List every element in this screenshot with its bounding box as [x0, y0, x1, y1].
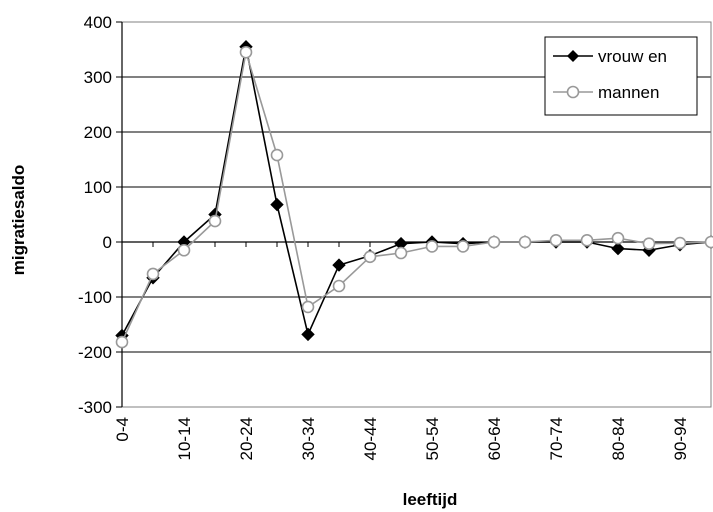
legend: vrouw en mannen [544, 36, 698, 116]
data-point [332, 258, 346, 272]
data-point [425, 240, 439, 253]
x-axis-title: leeftijd [403, 490, 458, 509]
y-tick-label: 300 [84, 68, 112, 87]
y-tick-label: 100 [84, 178, 112, 197]
data-point [301, 327, 315, 342]
x-tick-label: 20-24 [237, 417, 256, 460]
data-point [518, 235, 532, 249]
series-layer [115, 40, 713, 349]
data-point [394, 246, 408, 260]
y-tick-label: -200 [78, 343, 112, 362]
x-tick-label: 80-84 [609, 417, 628, 460]
data-point [146, 267, 160, 281]
data-point [456, 240, 470, 253]
data-point [704, 235, 713, 249]
x-tick-label: 30-34 [299, 417, 318, 460]
x-tick-label: 10-14 [175, 417, 194, 460]
data-point [487, 235, 501, 249]
x-tick-label: 40-44 [361, 417, 380, 460]
y-tick-labels: -300 -200 -100 0 100 200 300 400 [78, 13, 112, 417]
data-point [642, 237, 656, 250]
data-point [611, 231, 625, 245]
data-point [363, 250, 377, 264]
data-point [611, 241, 625, 256]
x-tick-label: 50-54 [423, 417, 442, 460]
y-tick-label: 200 [84, 123, 112, 142]
data-point [332, 279, 346, 293]
series-1 [115, 45, 713, 349]
legend-marker [567, 50, 579, 62]
data-point [270, 197, 284, 212]
data-point [301, 300, 315, 314]
data-point [580, 234, 594, 247]
y-tick-label: 400 [84, 13, 112, 32]
x-tick-label: 60-64 [485, 417, 504, 460]
data-point [270, 148, 284, 162]
x-tick-label: 90-94 [671, 417, 690, 460]
legend-marker [566, 85, 580, 99]
x-tick-labels: 0-4 10-14 20-24 30-34 40-44 50-54 60-64 70-74 80… [113, 417, 690, 460]
y-tick-label: -300 [78, 398, 112, 417]
legend-label: vrouw en [598, 47, 667, 66]
x-tick-label: 70-74 [547, 417, 566, 460]
data-point [549, 234, 563, 247]
x-tick-label: 0-4 [113, 417, 132, 442]
data-point [177, 243, 191, 257]
legend-label: mannen [598, 83, 659, 102]
data-point [239, 45, 253, 59]
data-point [673, 236, 687, 250]
legend-box [544, 36, 698, 116]
y-tick-label: 0 [103, 233, 112, 252]
y-axis-title: migratiesaldo [9, 165, 28, 276]
y-tick-label: -100 [78, 288, 112, 307]
data-point [208, 214, 222, 228]
data-point [115, 335, 129, 349]
